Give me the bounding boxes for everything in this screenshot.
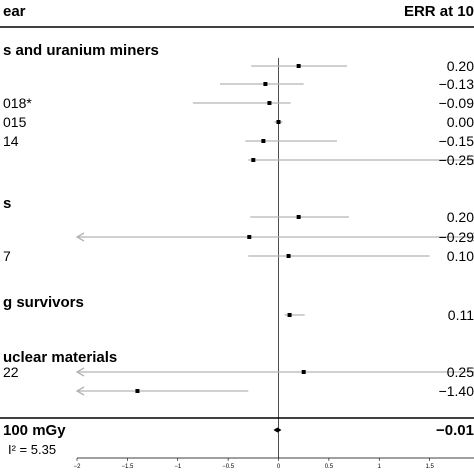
study-label: 14 xyxy=(3,133,19,149)
x-tick-label: 0 xyxy=(277,464,281,470)
heterogeneity-stat: I² = 5.35 xyxy=(8,442,56,457)
x-tick-label: −1.5 xyxy=(121,464,134,470)
study-value: −0.25 xyxy=(439,152,474,168)
ci-arrow-left xyxy=(75,367,85,377)
study-value: −0.13 xyxy=(439,76,474,92)
x-tick-label: 0.5 xyxy=(325,464,334,470)
ci-arrow-left xyxy=(75,386,85,396)
study-label: 22 xyxy=(3,364,19,380)
x-tick-label: −0.5 xyxy=(222,464,235,470)
point-estimate xyxy=(296,215,301,219)
study-value: 0.20 xyxy=(447,58,474,74)
header-left: ear xyxy=(3,3,26,20)
point-estimate xyxy=(247,235,252,239)
point-estimate xyxy=(261,139,266,143)
overall-value: −0.01 xyxy=(436,422,474,439)
study-value: 0.25 xyxy=(447,364,474,380)
study-value: −0.29 xyxy=(439,229,474,245)
point-estimate xyxy=(263,82,268,86)
study-value: −0.15 xyxy=(439,133,474,149)
x-tick-label: 1 xyxy=(378,464,382,470)
point-estimate xyxy=(267,101,272,105)
point-estimate xyxy=(276,120,281,124)
x-tick-label: 1.5 xyxy=(425,464,434,470)
point-estimate xyxy=(296,64,301,68)
study-value: 0.11 xyxy=(448,307,474,323)
point-estimate xyxy=(301,370,306,374)
point-estimate xyxy=(251,158,256,162)
point-estimate xyxy=(286,254,291,258)
x-tick-label: −2 xyxy=(74,464,82,470)
study-value: 0.10 xyxy=(447,248,474,264)
study-label: 018* xyxy=(3,95,32,111)
study-label: 7 xyxy=(3,248,11,264)
overall-label: 100 mGy xyxy=(3,422,66,439)
point-estimate xyxy=(135,389,140,393)
study-value: −0.09 xyxy=(439,95,474,111)
section-title: g survivors xyxy=(3,294,84,311)
x-tick-label: −1 xyxy=(174,464,182,470)
study-value: 0.20 xyxy=(447,209,474,225)
section-title: s and uranium miners xyxy=(3,42,159,59)
study-label: 015 xyxy=(3,114,27,130)
header-right: ERR at 10 xyxy=(404,3,474,20)
study-value: 0.00 xyxy=(447,114,474,130)
study-value: −1.40 xyxy=(439,383,474,399)
overall-diamond xyxy=(273,427,282,433)
ci-arrow-left xyxy=(75,232,85,242)
point-estimate xyxy=(287,313,292,317)
section-title: s xyxy=(3,195,11,212)
section-title: uclear materials xyxy=(3,349,117,366)
